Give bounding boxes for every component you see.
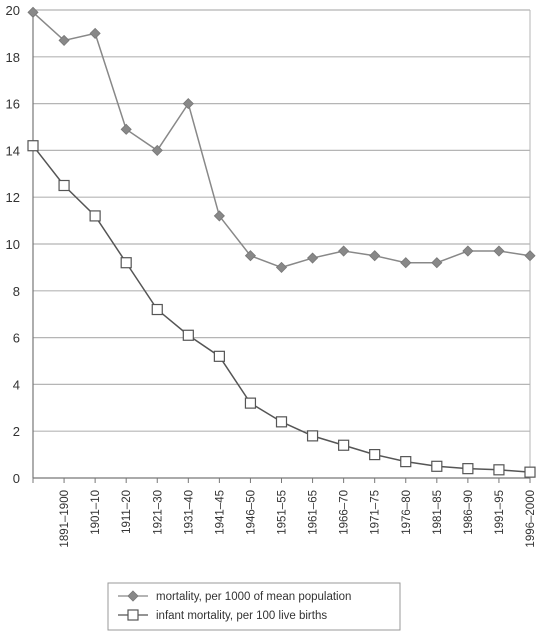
y-tick-label: 18 — [6, 50, 20, 65]
infant-mortality-point — [493, 464, 505, 476]
infant-mortality-point — [120, 257, 132, 269]
mortality-point — [244, 250, 257, 262]
mortality-point — [151, 144, 163, 156]
infant-mortality-point — [338, 439, 350, 451]
y-tick-label: 10 — [6, 237, 20, 252]
infant-mortality-point — [275, 416, 288, 428]
infant-mortality-point — [58, 179, 70, 192]
x-tick-label: 1966–70 — [339, 490, 351, 535]
mortality-point — [400, 257, 412, 269]
y-tick-label: 6 — [13, 331, 20, 346]
infant-mortality-point — [151, 303, 163, 316]
legend-diamond-icon — [127, 590, 139, 602]
mortality-point — [306, 252, 319, 264]
mortality-point — [213, 210, 225, 222]
axes — [32, 10, 531, 483]
y-tick-label: 16 — [6, 97, 20, 112]
mortality-point — [182, 98, 194, 110]
infant-mortality-point — [89, 210, 101, 222]
mortality-point — [338, 245, 350, 257]
x-tick-label: 1986–90 — [463, 490, 475, 535]
infant-mortality-point — [213, 350, 225, 362]
gridlines — [33, 9, 530, 432]
y-tick-label: 12 — [6, 190, 20, 205]
mortality-point — [27, 6, 39, 18]
mortality-point — [524, 250, 536, 262]
x-tick-label: 1941–45 — [214, 490, 226, 535]
infant-mortality-point — [182, 329, 194, 341]
x-tick-label: 1901–10 — [90, 490, 102, 535]
infant-mortality-point — [369, 449, 381, 461]
x-tick-label: 1911–20 — [121, 490, 133, 534]
mortality-point — [275, 261, 288, 273]
x-tick-label: 1981–85 — [432, 490, 444, 535]
y-tick-labels: 0 2 4 6 8 10 12 14 16 18 20 — [6, 3, 20, 486]
infant-mortality-point — [27, 140, 39, 152]
mortality-point — [431, 257, 443, 269]
legend-label-mortality: mortality, per 1000 of mean population — [156, 591, 351, 603]
y-tick-label: 0 — [13, 471, 20, 486]
legend-box — [107, 582, 401, 631]
series-layer — [27, 6, 536, 478]
infant-mortality-point — [462, 463, 474, 475]
mortality-point — [493, 245, 505, 257]
x-tick-label: 1991–95 — [494, 490, 506, 535]
x-tick-label: 1891–1900 — [59, 490, 71, 548]
x-tick-label: 1931–40 — [183, 490, 195, 535]
y-tick-label: 2 — [13, 424, 20, 439]
x-tick-label: 1946–50 — [245, 490, 257, 535]
infant-mortality-point — [431, 460, 443, 472]
y-tick-label: 4 — [13, 377, 20, 392]
mortality-point — [462, 245, 474, 257]
legend: mortality, per 1000 of mean population i… — [107, 582, 401, 631]
legend-square-icon — [127, 609, 139, 621]
legend-label-infant: infant mortality, per 100 live births — [156, 610, 327, 622]
infant-mortality-point — [244, 397, 257, 409]
mortality-point — [120, 123, 132, 135]
x-tick-label: 1971–75 — [370, 490, 382, 535]
y-tick-label: 14 — [6, 143, 20, 158]
infant-mortality-point — [524, 466, 536, 478]
mortality-point — [89, 27, 101, 39]
mortality-point — [369, 250, 381, 262]
y-tick-label: 20 — [6, 3, 20, 18]
y-tick-label: 8 — [13, 284, 20, 299]
x-tick-label: 1996–2000 — [525, 490, 537, 548]
x-tick-label: 1921–30 — [152, 490, 164, 535]
infant-mortality-point — [400, 456, 412, 468]
mortality-point — [58, 34, 70, 46]
x-tick-label: 1961–65 — [308, 490, 320, 535]
x-tick-label: 1951–55 — [277, 490, 289, 535]
series-line-0 — [32, 11, 531, 269]
infant-mortality-point — [306, 430, 319, 442]
x-tick-label: 1976–80 — [401, 490, 413, 535]
x-tick-labels: 1891–1900 1901–10 1911–20 1921–30 1931–40 194… — [59, 490, 537, 548]
